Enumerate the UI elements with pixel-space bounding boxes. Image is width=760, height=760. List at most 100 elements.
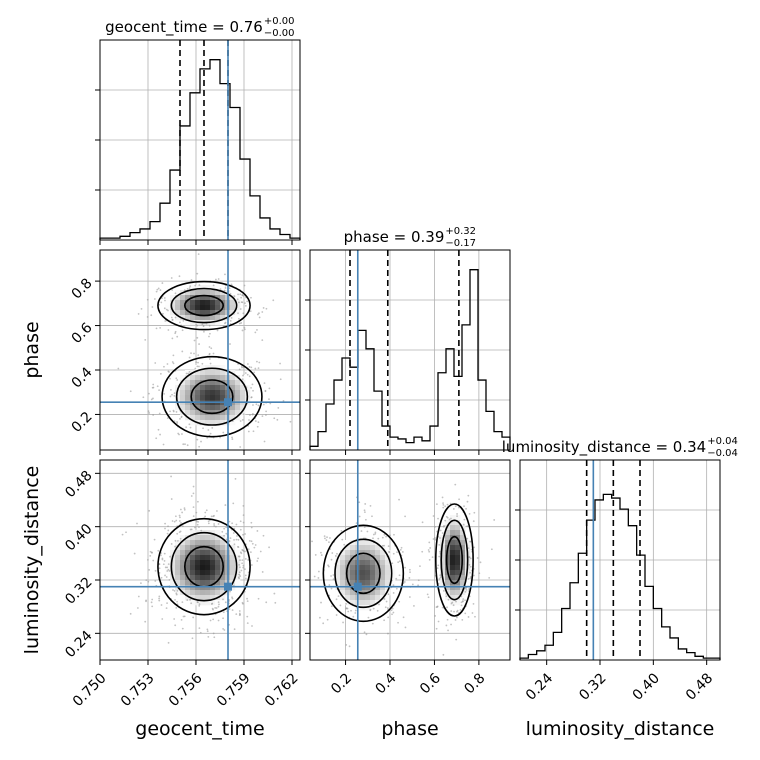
sample-point <box>162 443 165 446</box>
density-cell <box>210 295 216 301</box>
sample-point <box>399 548 402 551</box>
sample-point <box>159 433 161 436</box>
density-cell <box>210 415 216 421</box>
density-cell <box>380 550 386 556</box>
density-cell <box>180 390 186 396</box>
sample-point <box>392 592 395 594</box>
density-cell <box>205 565 211 571</box>
sample-point <box>369 504 372 507</box>
density-cell <box>200 550 206 556</box>
sample-point <box>210 347 213 350</box>
sample-point <box>247 559 250 561</box>
density-cell <box>340 545 346 551</box>
density-cell <box>190 410 196 416</box>
density-cell <box>185 405 191 411</box>
sample-point <box>387 632 389 635</box>
density-cell <box>220 290 226 296</box>
sample-point <box>246 615 249 618</box>
sample-point <box>175 606 178 609</box>
density-cell <box>335 565 341 571</box>
sample-point <box>151 605 154 608</box>
sample-point <box>243 284 246 287</box>
sample-point <box>397 621 399 624</box>
sample-point <box>383 533 386 536</box>
sample-point <box>421 550 424 553</box>
sample-point <box>195 323 198 326</box>
sample-point <box>467 547 470 550</box>
sample-point <box>340 529 343 532</box>
density-cell <box>375 570 381 576</box>
sample-point <box>146 558 149 561</box>
title-minus: −0.00 <box>264 28 295 39</box>
sample-point <box>233 628 236 631</box>
sample-point <box>377 537 380 540</box>
sample-point <box>459 608 462 611</box>
sample-point <box>238 571 241 574</box>
density-cell <box>235 300 241 306</box>
density-cell <box>205 290 211 296</box>
density-cell <box>235 385 241 391</box>
sample-point <box>455 638 458 641</box>
sample-point <box>233 538 235 541</box>
sample-point <box>419 565 421 568</box>
sample-point <box>474 615 476 618</box>
sample-point <box>320 554 323 556</box>
density-cell <box>455 550 461 556</box>
sample-point <box>444 505 447 508</box>
sample-point <box>317 577 320 579</box>
sample-point <box>360 530 363 532</box>
sample-point <box>435 503 438 506</box>
density-cell <box>375 565 381 571</box>
sample-point <box>403 581 406 583</box>
density-cell <box>220 420 226 426</box>
sample-point <box>229 343 231 345</box>
density-cell <box>210 535 216 541</box>
sample-point <box>229 537 232 540</box>
density-cell <box>220 415 226 421</box>
density-cell <box>195 395 201 401</box>
sample-point <box>158 563 161 565</box>
density-cell <box>450 520 456 526</box>
sample-point <box>237 312 239 315</box>
density-cell <box>460 565 466 571</box>
density-cell <box>210 600 216 606</box>
sample-point <box>244 574 247 577</box>
density-cell <box>445 525 451 531</box>
density-cell <box>200 580 206 586</box>
sample-point <box>212 632 215 635</box>
density-cell <box>390 580 396 586</box>
sample-point <box>152 397 154 400</box>
sample-point <box>493 519 496 521</box>
sample-point <box>198 603 201 606</box>
sample-point <box>408 568 411 571</box>
density-cell <box>185 540 191 546</box>
density-cell <box>220 390 226 396</box>
sample-point <box>174 624 177 627</box>
sample-point <box>232 502 235 505</box>
sample-point <box>140 582 142 585</box>
density-cell <box>445 520 451 526</box>
sample-point <box>445 595 448 598</box>
density-cell <box>175 590 181 596</box>
sample-point <box>194 367 197 370</box>
sample-point <box>182 443 185 446</box>
density-cell <box>170 295 176 301</box>
sample-point <box>444 519 447 522</box>
density-cell <box>360 595 366 601</box>
sample-point <box>441 532 444 534</box>
sample-point <box>238 573 241 576</box>
sample-point <box>198 445 201 448</box>
sample-point <box>468 588 470 590</box>
sample-point <box>228 540 231 543</box>
sample-point <box>313 575 316 578</box>
density-cell <box>170 580 176 586</box>
density-cell <box>450 570 456 576</box>
sample-point <box>386 607 389 609</box>
density-cell <box>440 545 446 551</box>
density-cell <box>335 580 341 586</box>
sample-point <box>151 306 154 308</box>
sample-point <box>165 607 168 610</box>
sample-point <box>163 552 166 555</box>
density-cell <box>365 570 371 576</box>
density-cell <box>445 580 451 586</box>
